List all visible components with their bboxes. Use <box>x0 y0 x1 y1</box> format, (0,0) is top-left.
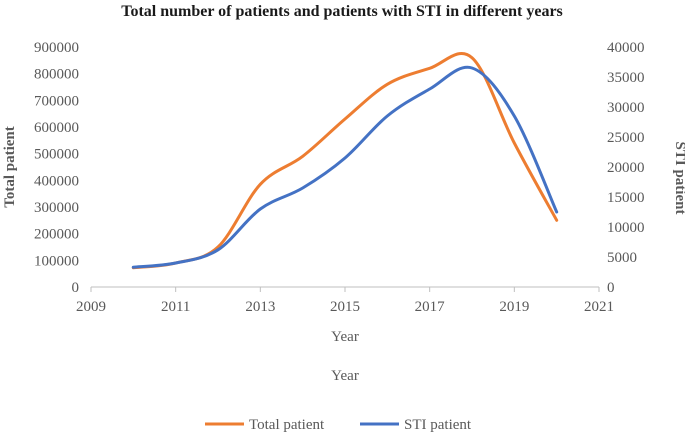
y-tick-label: 500000 <box>34 147 79 163</box>
y-tick-label: 600000 <box>34 120 79 136</box>
y2-tick-label: 20000 <box>607 160 645 176</box>
y2-tick-label: 5000 <box>607 250 637 266</box>
legend: Total patient STI patient <box>205 417 472 433</box>
x-axis-ticks: 2009 2011 2013 2015 2017 2019 2021 <box>76 287 614 315</box>
y2-axis-title: STI patient <box>672 142 685 215</box>
y-tick-label: 900000 <box>34 40 79 56</box>
chart-title: Total number of patients and patients wi… <box>121 3 563 20</box>
y2-axis-ticks: 0 5000 10000 15000 20000 25000 30000 35000 40000 <box>607 40 645 296</box>
x-tick-label: 2009 <box>76 299 106 315</box>
y-tick-label: 0 <box>72 280 80 296</box>
y2-tick-label: 30000 <box>607 100 645 116</box>
x-tick-label: 2019 <box>499 299 529 315</box>
y-tick-label: 200000 <box>34 227 79 243</box>
y2-tick-label: 0 <box>607 280 615 296</box>
legend-label-total-patient: Total patient <box>249 417 325 433</box>
y2-tick-label: 10000 <box>607 220 645 236</box>
y-axis-title: Total patient <box>2 126 18 208</box>
x-tick-label: 2017 <box>415 299 446 315</box>
y-tick-label: 800000 <box>34 67 79 83</box>
plot-lines <box>131 51 559 270</box>
y2-tick-label: 35000 <box>607 70 645 86</box>
y-tick-label: 400000 <box>34 173 79 189</box>
x-tick-label: 2015 <box>330 299 360 315</box>
y-tick-label: 100000 <box>34 253 79 269</box>
x-axis-title: Year <box>331 329 359 345</box>
y-axis-ticks: 0 100000 200000 300000 400000 500000 600000 700… <box>34 40 79 296</box>
legend-label-sti-patient: STI patient <box>404 417 472 433</box>
series-line-sti-patient <box>131 65 559 269</box>
x-tick-label: 2021 <box>584 299 614 315</box>
x-axis-title-secondary: Year <box>331 368 359 384</box>
y2-tick-label: 15000 <box>607 190 645 206</box>
y-tick-label: 300000 <box>34 200 79 216</box>
y2-tick-label: 25000 <box>607 130 645 146</box>
y2-tick-label: 40000 <box>607 40 645 56</box>
x-tick-label: 2011 <box>161 299 190 315</box>
x-tick-label: 2013 <box>245 299 275 315</box>
y-tick-label: 700000 <box>34 93 79 109</box>
